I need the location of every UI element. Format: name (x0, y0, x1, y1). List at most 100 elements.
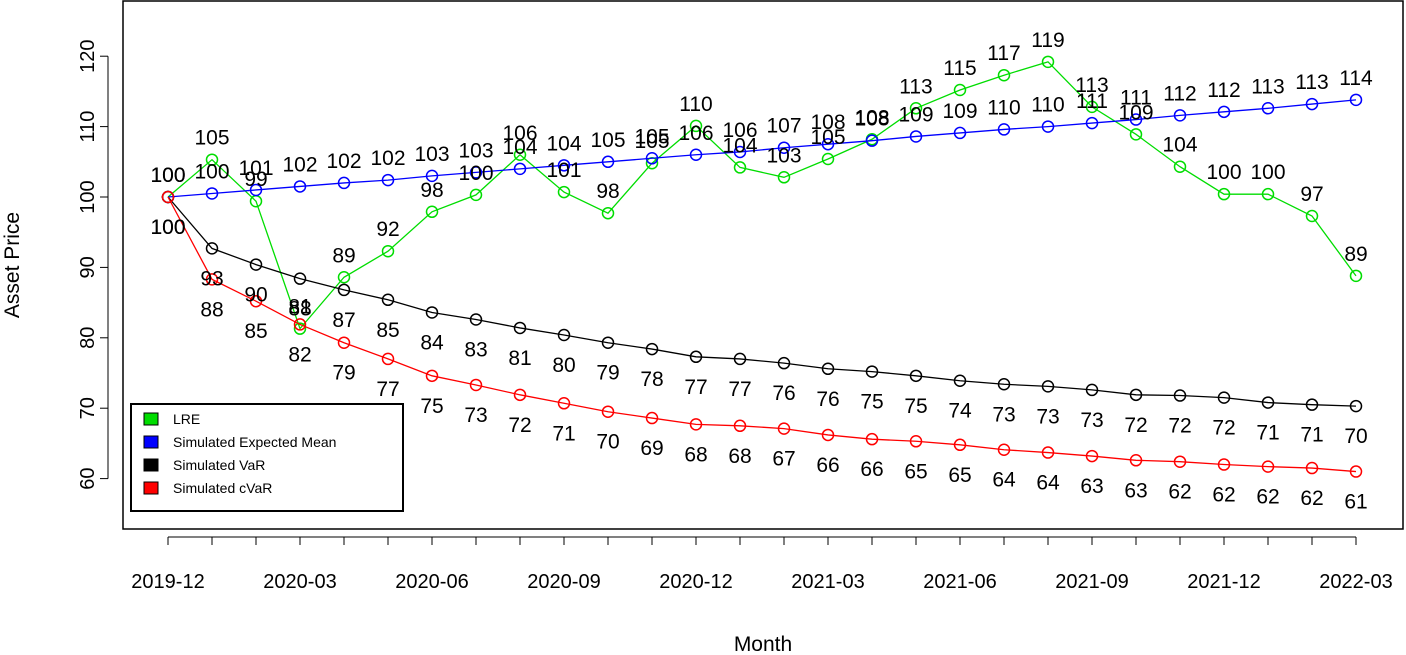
data-point (601, 206, 615, 220)
data-point (1173, 455, 1187, 468)
data-label: 71 (1256, 422, 1279, 445)
data-label: 76 (772, 382, 795, 405)
data-point (425, 169, 439, 183)
data-label: 92 (376, 218, 399, 241)
y-tick-label: 120 (77, 40, 99, 73)
data-point (205, 273, 219, 286)
x-tick-label: 2021-06 (923, 571, 996, 593)
data-point (293, 180, 307, 193)
data-point (909, 369, 923, 383)
legend-swatch (143, 481, 159, 495)
data-label: 106 (502, 122, 537, 145)
data-label: 100 (150, 164, 185, 187)
data-label: 103 (766, 144, 801, 167)
data-label: 71 (552, 422, 575, 445)
data-label: 100 (150, 164, 185, 187)
data-label: 103 (414, 143, 449, 166)
data-label: 73 (1080, 409, 1103, 432)
data-point (645, 411, 659, 425)
data-label: 102 (370, 147, 405, 170)
data-label: 108 (810, 111, 845, 134)
data-label: 66 (816, 454, 839, 477)
data-point (1305, 209, 1319, 223)
data-label: 101 (238, 157, 273, 180)
x-tick-label: 2020-09 (527, 571, 600, 593)
data-point (1129, 388, 1143, 402)
data-point (997, 443, 1011, 456)
x-tick-label: 2020-06 (395, 571, 468, 593)
data-point (1217, 105, 1231, 119)
data-point (777, 356, 791, 370)
data-label: 78 (640, 368, 663, 391)
data-label: 108 (854, 108, 889, 131)
data-point (469, 378, 483, 392)
data-label: 110 (679, 93, 712, 116)
data-label: 73 (1036, 405, 1059, 428)
legend-box (130, 403, 404, 512)
data-point (205, 187, 219, 200)
data-point (997, 68, 1011, 82)
data-point (821, 152, 835, 166)
data-point (381, 293, 395, 307)
data-point (777, 171, 791, 184)
data-label: 62 (1212, 484, 1235, 507)
data-label: 99 (244, 168, 267, 191)
data-point (601, 155, 615, 169)
data-point (953, 374, 967, 387)
legend: LRE Simulated Expected Mean Simulated VaR S… (130, 403, 404, 512)
data-label: 110 (1031, 94, 1064, 117)
data-label: 68 (684, 443, 707, 466)
data-label: 100 (194, 160, 229, 183)
data-label: 73 (992, 403, 1015, 426)
data-label: 105 (590, 129, 625, 152)
y-tick-label: 100 (77, 180, 99, 213)
series-line (167, 61, 1357, 330)
y-tick-label: 110 (77, 111, 99, 143)
data-point (865, 134, 879, 147)
data-label: 98 (596, 180, 619, 203)
data-point (513, 321, 527, 335)
x-tick-label: 2021-09 (1055, 571, 1128, 593)
data-label: 114 (1339, 67, 1373, 90)
data-label: 75 (860, 391, 883, 414)
data-label: 104 (722, 134, 757, 157)
data-label: 100 (150, 216, 185, 239)
data-label: 109 (1118, 101, 1153, 124)
data-label: 75 (420, 395, 443, 418)
series-line (167, 99, 1357, 198)
data-point (601, 336, 615, 349)
legend-label: LRE (173, 411, 200, 427)
data-point (1085, 383, 1099, 397)
data-point (733, 419, 747, 433)
data-label: 62 (1300, 487, 1323, 510)
data-label: 105 (810, 126, 845, 149)
data-label: 77 (728, 378, 751, 401)
data-point (205, 242, 219, 255)
data-label: 97 (1300, 183, 1323, 206)
data-point (1349, 465, 1363, 478)
data-label: 88 (288, 298, 311, 321)
data-point (1129, 113, 1143, 126)
data-point (161, 190, 175, 204)
data-point (381, 244, 395, 258)
data-label: 77 (684, 376, 707, 399)
data-point (909, 130, 923, 143)
data-point (1085, 449, 1099, 463)
data-point (909, 102, 923, 115)
data-point (337, 336, 351, 349)
data-label: 72 (1124, 414, 1147, 437)
data-point (1261, 187, 1275, 201)
data-label: 113 (899, 75, 932, 98)
data-point (557, 185, 571, 199)
y-tick-label: 90 (77, 256, 99, 278)
data-label: 64 (1036, 472, 1060, 495)
data-label: 104 (546, 132, 581, 155)
data-point (513, 162, 527, 176)
data-point (249, 258, 263, 271)
data-point (1041, 446, 1055, 459)
data-point (293, 322, 307, 335)
data-label: 79 (332, 362, 355, 385)
data-label: 73 (464, 404, 487, 427)
